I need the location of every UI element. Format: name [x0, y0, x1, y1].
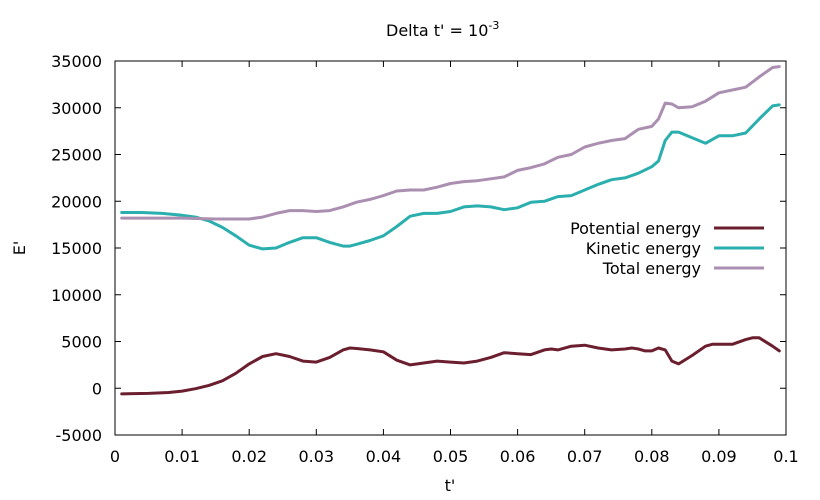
axis-ticks	[114, 60, 787, 436]
x-tick-label: 0.06	[500, 447, 536, 466]
chart-title-exponent: -3	[488, 19, 499, 32]
y-tick-label: 20000	[51, 192, 102, 211]
series-line-potential-energy	[120, 336, 781, 396]
legend-label: Potential energy	[570, 219, 701, 238]
y-tick-label: 35000	[51, 52, 102, 71]
x-tick-label: 0.09	[701, 447, 737, 466]
y-tick-labels: -5000 0 5000 10000 15000 20000 25000 30000 35000	[51, 52, 102, 445]
x-tick-label: 0	[110, 447, 120, 466]
x-tick-label: 0.02	[231, 447, 267, 466]
legend-label: Total energy	[602, 259, 701, 278]
chart-title: Delta t' = 10-3	[386, 19, 499, 40]
y-tick-label: 5000	[61, 333, 102, 352]
y-tick-label: 10000	[51, 286, 102, 305]
x-tick-label: 0.1	[773, 447, 798, 466]
x-tick-label: 0.08	[634, 447, 670, 466]
legend-label: Kinetic energy	[586, 239, 701, 258]
x-tick-label: 0.03	[298, 447, 334, 466]
x-tick-label: 0.01	[164, 447, 200, 466]
y-tick-label: -5000	[56, 426, 103, 445]
x-tick-label: 0.04	[366, 447, 402, 466]
y-tick-label: 0	[92, 379, 102, 398]
y-axis-label: E'	[10, 241, 29, 256]
series-line-total-energy	[120, 65, 781, 221]
x-tick-label: 0.05	[433, 447, 469, 466]
series-layer	[120, 65, 781, 396]
x-tick-labels: 0 0.01 0.02 0.03 0.04 0.05 0.06 0.07 0.08 0.09 0.1	[110, 447, 799, 466]
y-tick-label: 25000	[51, 146, 102, 165]
x-tick-label: 0.07	[567, 447, 603, 466]
x-axis-label: t'	[445, 476, 456, 495]
y-tick-label: 30000	[51, 99, 102, 118]
series-line-kinetic-energy	[120, 103, 781, 251]
y-tick-label: 15000	[51, 239, 102, 258]
chart-title-main: Delta t' = 10	[386, 21, 488, 40]
